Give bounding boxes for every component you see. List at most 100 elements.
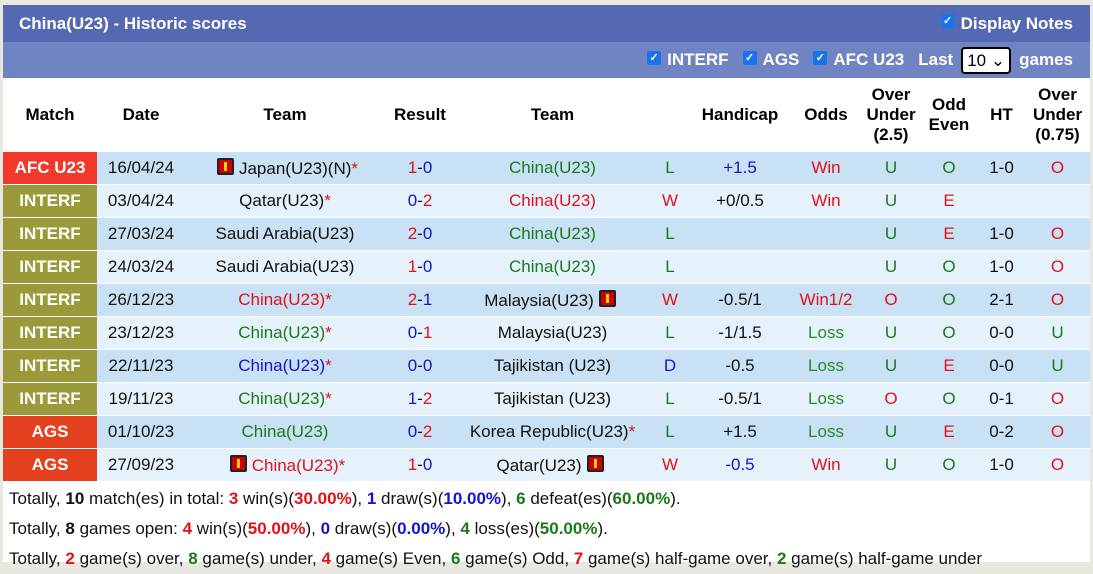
result[interactable]: 0-2 bbox=[385, 184, 455, 218]
odds: Loss bbox=[790, 415, 862, 449]
win-loss: D bbox=[650, 349, 690, 383]
home-score: 2 bbox=[407, 224, 418, 243]
last-games-select[interactable]: 10 ⌄ bbox=[961, 46, 1012, 74]
handicap: -0.5 bbox=[690, 349, 790, 383]
table-row[interactable]: INTERF 23/12/23 China(U23)* 0-1 Malaysia(U23… bbox=[3, 316, 1090, 350]
table-row[interactable]: INTERF 22/11/23 China(U23)* 0-0 Tajikistan (… bbox=[3, 349, 1090, 383]
away-team[interactable]: Tajikistan (U23) bbox=[455, 349, 650, 383]
home-team[interactable]: Qatar(U23)* bbox=[185, 184, 385, 218]
result[interactable]: 2-0 bbox=[385, 217, 455, 251]
match-badge[interactable]: INTERF bbox=[3, 349, 97, 383]
odds: Win bbox=[790, 152, 862, 185]
away-team[interactable]: Malaysia(U23) bbox=[455, 283, 650, 317]
table-row[interactable]: AGS 01/10/23 China(U23) 0-2 Korea Republic(U… bbox=[3, 415, 1090, 449]
away-team[interactable]: China(U23) bbox=[455, 217, 650, 251]
result[interactable]: 1-2 bbox=[385, 382, 455, 416]
home-team[interactable]: China(U23)* bbox=[185, 316, 385, 350]
table-row[interactable]: INTERF 27/03/24 Saudi Arabia(U23) 2-0 China(… bbox=[3, 217, 1090, 251]
team-name: China(U23) bbox=[509, 158, 596, 177]
column-header: Team bbox=[263, 105, 307, 124]
match-badge[interactable]: INTERF bbox=[3, 217, 97, 251]
odd-even: O bbox=[920, 283, 978, 317]
summary-text: 8 bbox=[65, 519, 75, 538]
checkbox-checked-icon[interactable]: ✓ bbox=[940, 14, 955, 29]
result[interactable]: 1-0 bbox=[385, 250, 455, 284]
result[interactable]: 2-1 bbox=[385, 283, 455, 317]
match-badge[interactable]: AGS bbox=[3, 415, 97, 449]
filter-afc-u23[interactable]: ✓ AFC U23 bbox=[813, 50, 904, 70]
scores-table: Match Date Team Result Team Handicap Odds Over … bbox=[3, 78, 1090, 482]
table-row[interactable]: INTERF 24/03/24 Saudi Arabia(U23) 1-0 China(… bbox=[3, 250, 1090, 284]
handicap bbox=[690, 217, 790, 251]
win-loss: W bbox=[650, 283, 690, 317]
away-team[interactable]: Tajikistan (U23) bbox=[455, 382, 650, 416]
half-time: 0-2 bbox=[978, 415, 1025, 449]
result[interactable]: 1-0 bbox=[385, 448, 455, 482]
away-team[interactable]: Malaysia(U23) bbox=[455, 316, 650, 350]
away-team[interactable]: China(U23) bbox=[455, 152, 650, 185]
handicap: -1/1.5 bbox=[690, 316, 790, 350]
away-team[interactable]: China(U23) bbox=[455, 250, 650, 284]
home-marker: * bbox=[325, 323, 332, 342]
odds: Loss bbox=[790, 316, 862, 350]
result[interactable]: 0-1 bbox=[385, 316, 455, 350]
home-score: 1 bbox=[407, 257, 418, 276]
win-loss: L bbox=[650, 217, 690, 251]
team-name: Malaysia(U23) bbox=[497, 323, 608, 342]
column-header: Over Under (2.5) bbox=[866, 85, 916, 144]
result[interactable]: 0-2 bbox=[385, 415, 455, 449]
home-score: 0 bbox=[407, 422, 418, 441]
filter-ags[interactable]: ✓ AGS bbox=[742, 50, 799, 70]
over-under-075: O bbox=[1025, 448, 1090, 482]
home-team[interactable]: China(U23) bbox=[185, 415, 385, 449]
display-notes-toggle[interactable]: ✓ Display Notes bbox=[940, 13, 1073, 34]
match-badge[interactable]: INTERF bbox=[3, 382, 97, 416]
summary-text: game(s) under, bbox=[197, 549, 322, 568]
team-name: Japan(U23)(N) bbox=[238, 158, 352, 178]
display-notes-label: Display Notes bbox=[960, 13, 1073, 33]
team-name: China(U23) bbox=[238, 290, 326, 309]
filter-interf[interactable]: ✓ INTERF bbox=[647, 50, 729, 70]
away-team[interactable]: Korea Republic(U23)* bbox=[455, 415, 650, 449]
half-time: 1-0 bbox=[978, 152, 1025, 185]
summary: Totally, 10 match(es) in total: 3 win(s)… bbox=[3, 482, 1090, 574]
home-team[interactable]: China(U23)* bbox=[185, 283, 385, 317]
home-team[interactable]: Japan(U23)(N)* bbox=[185, 152, 385, 185]
home-marker: * bbox=[338, 455, 346, 475]
table-row[interactable]: INTERF 26/12/23 China(U23)* 2-1 Malaysia(U23… bbox=[3, 283, 1090, 317]
match-badge[interactable]: INTERF bbox=[3, 316, 97, 350]
checkbox-checked-icon[interactable]: ✓ bbox=[813, 50, 828, 65]
odds: Win bbox=[790, 184, 862, 218]
result[interactable]: 0-0 bbox=[385, 349, 455, 383]
odds bbox=[790, 217, 862, 251]
handicap: +1.5 bbox=[690, 415, 790, 449]
over-under-075: O bbox=[1025, 250, 1090, 284]
date: 01/10/23 bbox=[97, 415, 185, 449]
summary-text: ), bbox=[305, 519, 321, 538]
summary-text: 0.00% bbox=[397, 519, 446, 538]
home-team[interactable]: China(U23)* bbox=[185, 448, 385, 482]
over-under-075: U bbox=[1025, 316, 1090, 350]
away-team[interactable]: China(U23) bbox=[455, 184, 650, 218]
match-badge[interactable]: AGS bbox=[3, 448, 97, 482]
match-badge[interactable]: INTERF bbox=[3, 184, 97, 218]
match-badge[interactable]: AFC U23 bbox=[3, 152, 97, 185]
match-badge[interactable]: INTERF bbox=[3, 283, 97, 317]
summary-text: game(s) Even, bbox=[330, 549, 451, 568]
result[interactable]: 1-0 bbox=[385, 152, 455, 185]
summary-text: 4 bbox=[182, 519, 193, 538]
table-row[interactable]: INTERF 03/04/24 Qatar(U23)* 0-2 China(U23) W +… bbox=[3, 184, 1090, 218]
match-badge[interactable]: INTERF bbox=[3, 250, 97, 284]
over-under-075: U bbox=[1025, 349, 1090, 383]
table-row[interactable]: AFC U23 16/04/24 Japan(U23)(N)* 1-0 China(U2… bbox=[3, 152, 1090, 185]
table-row[interactable]: INTERF 19/11/23 China(U23)* 1-2 Tajikistan (… bbox=[3, 382, 1090, 416]
table-row[interactable]: AGS 27/09/23 China(U23)* 1-0 Qatar(U23) W -0.5… bbox=[3, 448, 1090, 482]
checkbox-checked-icon[interactable]: ✓ bbox=[647, 50, 662, 65]
home-team[interactable]: Saudi Arabia(U23) bbox=[185, 250, 385, 284]
home-team[interactable]: China(U23)* bbox=[185, 349, 385, 383]
home-team[interactable]: China(U23)* bbox=[185, 382, 385, 416]
summary-text: 10 bbox=[65, 489, 85, 508]
away-team[interactable]: Qatar(U23) bbox=[455, 448, 650, 482]
checkbox-checked-icon[interactable]: ✓ bbox=[742, 50, 757, 65]
home-team[interactable]: Saudi Arabia(U23) bbox=[185, 217, 385, 251]
